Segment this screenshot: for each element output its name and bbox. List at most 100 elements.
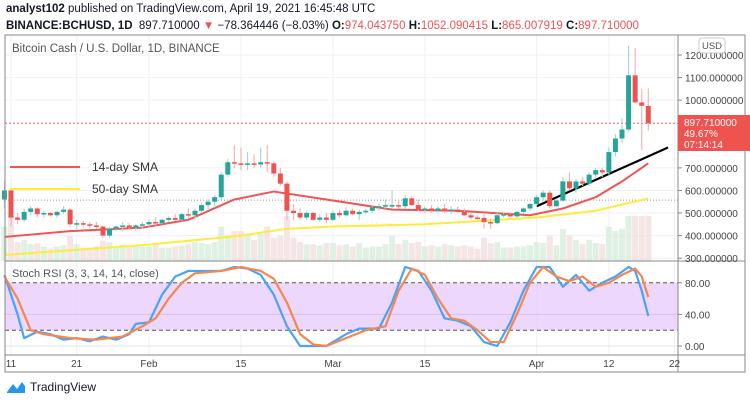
candle-body — [639, 102, 645, 106]
volume-bar — [421, 246, 428, 261]
candle — [271, 161, 277, 177]
candle — [343, 207, 349, 217]
candle-body — [271, 163, 277, 174]
candle — [442, 203, 448, 214]
candle — [507, 211, 513, 218]
volume-bar — [566, 235, 573, 261]
volume-bar — [382, 244, 389, 261]
candles — [1, 45, 651, 238]
candle — [534, 194, 540, 207]
volume-bar — [559, 228, 566, 261]
candle-body — [547, 192, 553, 207]
candle — [586, 172, 592, 186]
candle — [67, 208, 73, 227]
candle-body — [566, 181, 572, 189]
volume-bar — [73, 244, 80, 261]
symbol-info: BINANCE:BCHUSD, 1D 897.710000 ▼ −78.3644… — [6, 20, 639, 32]
volume-bar — [441, 244, 448, 261]
last-price-label: 897.710000 — [684, 118, 737, 129]
candle-body — [527, 203, 533, 209]
candle — [251, 154, 257, 168]
volume-bar — [185, 244, 192, 261]
candle-body — [284, 183, 290, 211]
candle — [593, 167, 599, 179]
candle-body — [28, 208, 34, 212]
volume-bar — [316, 245, 323, 261]
candle — [218, 172, 224, 200]
volume-bar — [369, 246, 376, 261]
volume-bar — [546, 235, 553, 261]
candle — [80, 220, 86, 227]
candle-body — [120, 225, 126, 227]
volume-bar — [349, 246, 356, 261]
candle — [481, 213, 487, 229]
volume-bar — [494, 242, 501, 261]
candle — [612, 134, 618, 157]
volume-bar — [507, 247, 514, 261]
candle-body — [251, 163, 257, 165]
volume-bar — [599, 244, 606, 261]
currency-badge[interactable] — [698, 37, 726, 54]
stoch-band-fill — [5, 282, 678, 331]
candle — [205, 199, 211, 209]
volume-bar — [198, 243, 205, 261]
volume-bar — [40, 246, 47, 261]
candle — [146, 219, 152, 227]
candle-body — [205, 201, 211, 206]
candle — [645, 88, 651, 131]
candle-body — [218, 174, 224, 198]
high-value: 1052.090415 — [420, 20, 488, 32]
candle — [284, 181, 290, 220]
candle — [291, 203, 297, 220]
candle-body — [107, 228, 113, 236]
volume-bar — [461, 245, 468, 261]
candle — [225, 158, 231, 177]
volume-bar — [113, 247, 120, 261]
candle — [599, 167, 605, 177]
author-name[interactable]: analyst102 — [6, 3, 65, 15]
sma50-line — [4, 197, 649, 256]
volume-bar — [408, 243, 415, 261]
axes: 1200.000000 1100.000000 1000.000000 700.000… — [4, 34, 746, 373]
high-label: H: — [408, 20, 421, 32]
price-change: −78.364446 (−8.03%) — [217, 20, 329, 32]
candle-body — [540, 192, 546, 198]
candle-body — [580, 181, 586, 184]
publish-text: published on TradingView.com, April 19, … — [68, 3, 376, 15]
candle — [317, 214, 323, 223]
candle-body — [34, 208, 40, 215]
candle-body — [172, 217, 178, 220]
volume-bar — [375, 246, 382, 261]
candle-body — [179, 214, 185, 220]
candle-body — [238, 163, 244, 165]
candle-body — [474, 217, 480, 220]
candle-body — [599, 170, 605, 173]
candle — [494, 213, 500, 225]
volume-bar — [80, 247, 87, 261]
candle-body — [67, 209, 73, 225]
tradingview-logo[interactable]: TradingView — [6, 380, 96, 394]
volume-bar — [435, 246, 442, 261]
candle-body — [363, 210, 369, 213]
price-tick-label: 300.000000 — [685, 254, 738, 265]
candle-body — [573, 181, 579, 189]
candle — [172, 214, 178, 221]
volume-bar — [612, 231, 619, 261]
candle — [61, 206, 67, 215]
candle-body — [586, 174, 592, 184]
volume-bar — [619, 228, 626, 261]
candle — [304, 210, 310, 220]
last-price-percent: 49.67% — [684, 129, 718, 140]
candle — [560, 176, 566, 202]
candle-body — [632, 75, 638, 103]
volume-bar — [224, 235, 231, 261]
time-tick-label: Mar — [324, 359, 342, 370]
candle — [422, 206, 428, 214]
candle — [153, 217, 159, 226]
legend-sma50: 50-day SMA — [92, 182, 158, 196]
volume-bar — [323, 243, 330, 261]
candle-body — [185, 214, 191, 216]
candle — [100, 225, 106, 238]
candle — [47, 211, 53, 217]
